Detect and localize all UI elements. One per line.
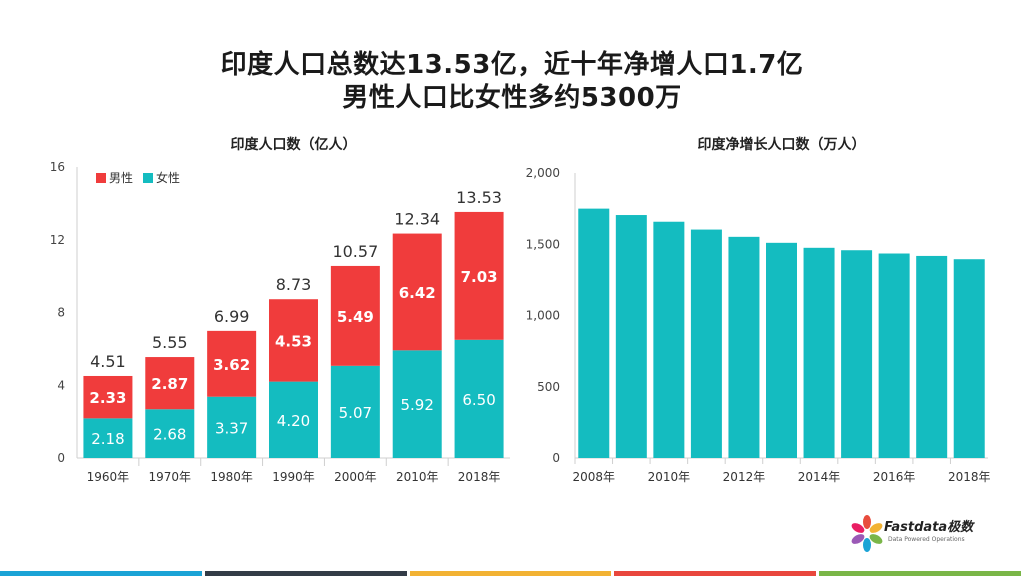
legend-label-female: 女性	[156, 170, 180, 185]
chart-title: 印度净增长人口数（万人）	[698, 136, 866, 153]
x-tick-label: 2018年	[948, 470, 991, 484]
legend-swatch-female	[143, 173, 153, 183]
total-value-label: 8.73	[276, 275, 312, 294]
x-tick-label: 2010年	[648, 470, 691, 484]
bar-female	[330, 365, 380, 458]
population-chart: 印度人口数（亿人） 0 4 8 12 16 2.18 2.33 4.51 1960年 2.68 2.8…	[50, 136, 510, 484]
growth-bar	[878, 253, 910, 458]
bar-female	[269, 381, 318, 458]
growth-bar	[690, 229, 722, 458]
total-value-label: 13.53	[456, 188, 502, 207]
growth-bar	[916, 255, 948, 458]
bar-male	[330, 265, 380, 366]
flower-logo-icon	[851, 515, 883, 552]
male-value-label: 2.33	[89, 389, 126, 407]
legend-label-male: 男性	[109, 171, 133, 185]
growth-bar	[803, 247, 835, 458]
bar-male	[83, 375, 133, 419]
male-value-label: 2.87	[151, 375, 188, 393]
male-value-label: 7.03	[461, 268, 498, 286]
strip-segment	[819, 571, 1021, 576]
y-tick-label: 1,000	[526, 309, 560, 323]
x-tick-label: 2008年	[572, 470, 615, 484]
male-value-label: 4.53	[275, 332, 312, 350]
x-tick-label: 1960年	[87, 470, 130, 484]
male-value-label: 3.62	[213, 356, 250, 374]
female-value-label: 2.18	[91, 430, 124, 448]
growth-bar	[578, 208, 610, 458]
growth-bar	[728, 236, 760, 458]
total-value-label: 6.99	[214, 307, 250, 326]
bar-male	[392, 233, 442, 351]
bar-male	[269, 299, 318, 382]
y-tick-label: 0	[552, 451, 560, 465]
female-value-label: 6.50	[462, 391, 495, 409]
growth-bar	[615, 215, 647, 458]
x-tick-label: 2016年	[873, 470, 916, 484]
female-value-label: 5.92	[401, 396, 434, 414]
growth-bar	[766, 242, 797, 458]
y-tick-label: 16	[50, 160, 65, 174]
logo-tagline: Data Powered Operations	[888, 536, 965, 543]
page-title-line2: 男性人口比女性多约5300万	[342, 83, 682, 113]
male-value-label: 5.49	[337, 308, 374, 326]
female-value-label: 5.07	[339, 404, 372, 422]
bar-male	[454, 211, 504, 340]
chart-title: 印度人口数（亿人）	[231, 136, 357, 153]
bar-male	[207, 330, 257, 397]
fastdata-logo: Fastdata极数 Data Powered Operations	[850, 514, 990, 554]
x-tick-label: 1970年	[149, 470, 192, 484]
x-tick-label: 2018年	[458, 470, 501, 484]
total-value-label: 5.55	[152, 333, 188, 352]
y-tick-label: 2,000	[526, 166, 560, 180]
female-value-label: 2.68	[153, 426, 186, 444]
y-tick-label: 1,500	[526, 237, 560, 251]
y-tick-label: 0	[57, 451, 65, 465]
strip-segment	[204, 571, 407, 576]
y-tick-label: 12	[50, 233, 65, 247]
growth-bar	[841, 250, 873, 458]
male-value-label: 6.42	[399, 284, 436, 302]
x-tick-label: 1990年	[272, 470, 315, 484]
y-tick-label: 500	[537, 380, 560, 394]
y-tick-label: 4	[57, 378, 65, 392]
female-value-label: 4.20	[277, 412, 310, 430]
x-tick-label: 2012年	[723, 470, 766, 484]
growth-bar	[653, 221, 685, 458]
strip-segment	[0, 571, 202, 576]
page-title-line1: 印度人口总数达13.53亿，近十年净增人口1.7亿	[220, 50, 804, 80]
bar-female	[454, 339, 504, 458]
x-tick-label: 1980年	[210, 470, 253, 484]
strip-segment	[614, 571, 817, 576]
bar-female	[145, 409, 195, 458]
strip-segment	[409, 571, 612, 576]
total-value-label: 10.57	[332, 242, 378, 261]
bar-female	[392, 350, 442, 458]
total-value-label: 4.51	[90, 352, 126, 371]
y-tick-label: 8	[57, 306, 65, 320]
bar-male	[145, 357, 195, 410]
net-growth-chart: 印度净增长人口数（万人） 0 500 1,000 1,500 2,000 2008年 2010…	[526, 136, 991, 484]
x-tick-label: 2010年	[396, 470, 439, 484]
growth-bar	[953, 259, 985, 458]
total-value-label: 12.34	[394, 210, 440, 229]
bar-female	[83, 418, 133, 458]
x-tick-label: 2000年	[334, 470, 377, 484]
x-tick-label: 2014年	[798, 470, 841, 484]
bar-female	[207, 396, 257, 458]
legend-swatch-male	[96, 173, 106, 183]
logo-name: Fastdata极数	[884, 520, 974, 535]
female-value-label: 3.37	[215, 419, 248, 437]
